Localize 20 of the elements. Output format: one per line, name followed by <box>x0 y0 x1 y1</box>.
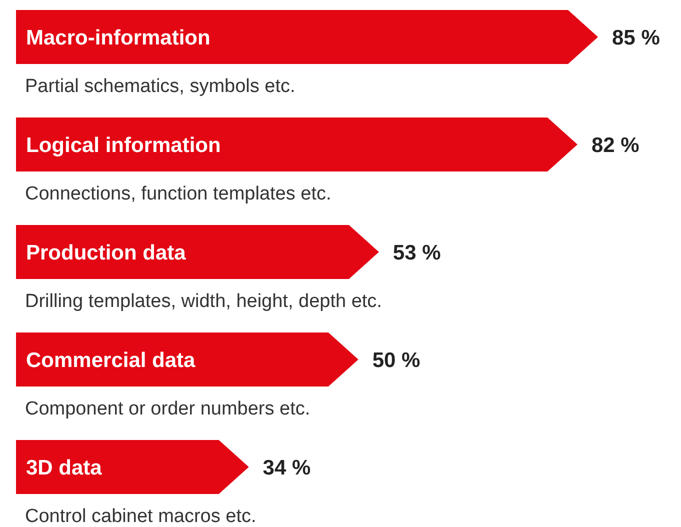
annotation: Partial schematics, symbols etc. <box>25 76 296 97</box>
annotation: Control cabinet macros etc. <box>25 506 256 527</box>
bar <box>16 118 578 172</box>
y-tick-label: Macro-information <box>26 26 210 50</box>
y-tick-label: Logical information <box>26 134 221 157</box>
data-label: 85 % <box>612 26 660 50</box>
data-label: 34 % <box>262 456 311 480</box>
data-label: 82 % <box>591 134 640 157</box>
bar <box>16 440 249 494</box>
y-tick-label: Production data <box>26 241 186 264</box>
data-label: 53 % <box>392 241 442 264</box>
bar <box>16 225 379 279</box>
bar <box>16 332 358 386</box>
annotation: Drilling templates, width, height, depth etc. <box>25 291 382 312</box>
bar <box>16 10 598 64</box>
data-label: 50 % <box>372 348 421 372</box>
y-tick-label: Commercial data <box>26 348 196 372</box>
annotation: Component or order numbers etc. <box>25 398 310 420</box>
annotation: Connections, function templates etc. <box>25 184 332 204</box>
y-tick-label: 3D data <box>26 456 102 480</box>
